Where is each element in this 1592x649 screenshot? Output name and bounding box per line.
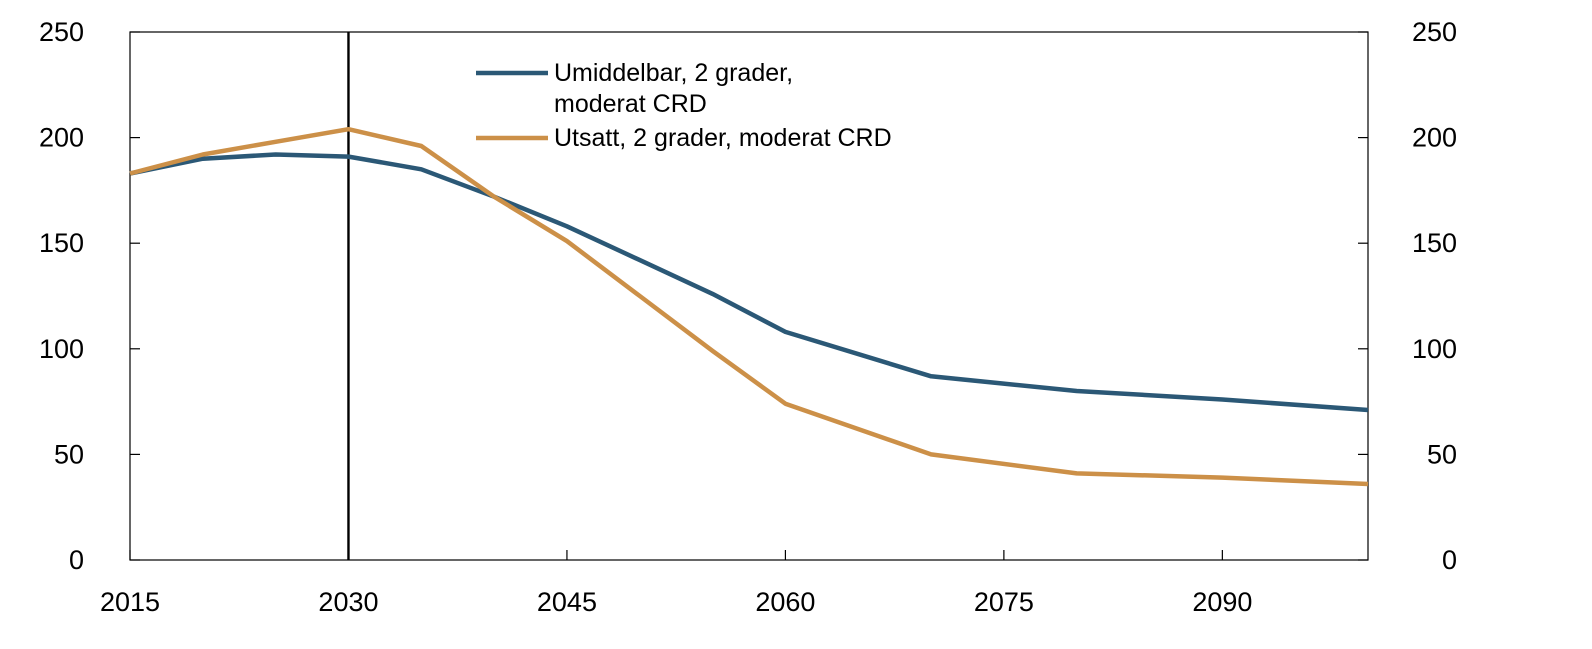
y-tick-label-left: 250	[39, 17, 84, 47]
x-tick-label: 2030	[318, 587, 378, 617]
series-line-2	[129, 126, 1369, 487]
y-tick-label-right: 100	[1412, 334, 1457, 364]
plot-frame	[129, 31, 1369, 561]
x-tick-label: 2060	[755, 587, 815, 617]
y-tick-label-left: 150	[39, 228, 84, 258]
y-tick-label-right: 0	[1442, 545, 1457, 575]
y-tick-label-right: 50	[1427, 439, 1457, 469]
series-line-1	[129, 152, 1369, 413]
x-tick-label: 2090	[1192, 587, 1252, 617]
x-tick-label: 2015	[100, 587, 160, 617]
series-layer	[129, 126, 1369, 487]
legend-label-1: Umiddelbar, 2 grader,	[554, 59, 793, 87]
y-tick-label-left: 100	[39, 334, 84, 364]
x-tick-label: 2045	[537, 587, 597, 617]
x-tick-label: 2075	[974, 587, 1034, 617]
y-tick-label-left: 0	[69, 545, 84, 575]
y-tick-label-right: 200	[1412, 123, 1457, 153]
legend-label-2: Utsatt, 2 grader, moderat CRD	[554, 124, 892, 152]
axes: 0 0 50 50 100 100 150 150 200 200 250 250 2015 2030 20…	[39, 17, 1457, 617]
legend: Umiddelbar, 2 grader, moderat CRD Utsatt, …	[476, 59, 892, 152]
y-tick-label-left: 200	[39, 123, 84, 153]
y-tick-label-left: 50	[54, 439, 84, 469]
y-tick-label-right: 150	[1412, 228, 1457, 258]
legend-label-1: moderat CRD	[554, 90, 707, 118]
y-tick-label-right: 250	[1412, 17, 1457, 47]
